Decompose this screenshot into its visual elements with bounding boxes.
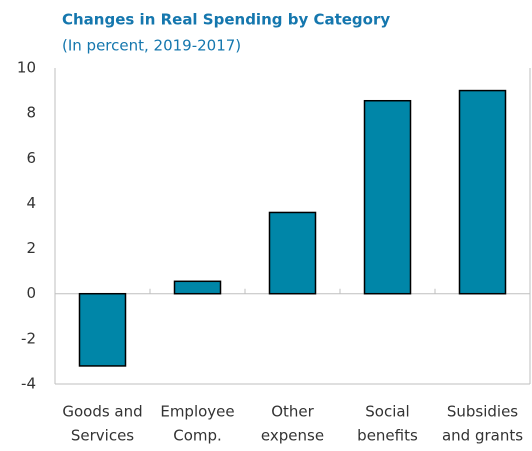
bar [173,280,222,295]
y-tick-label: 4 [26,194,36,212]
x-tick-label: expense [261,427,324,445]
x-tick-label: Employee [160,403,234,421]
y-tick-label: -4 [21,375,36,393]
bar [363,99,412,295]
x-tick-label: benefits [357,427,418,445]
y-tick-label: 2 [26,239,36,257]
x-tick-label: Goods and [62,403,142,421]
chart-title: Changes in Real Spending by Category [62,11,390,29]
x-tick-label: Services [71,427,134,445]
bar [268,211,317,295]
x-tick-label: and grants [442,427,523,445]
y-tick-label: 10 [17,59,36,77]
bar [78,292,127,367]
y-tick-label: 8 [26,104,36,122]
y-tick-label: 0 [26,284,36,302]
y-tick-label: 6 [26,149,36,167]
y-tick-label: -2 [21,329,36,347]
x-tick-label: Social [365,403,409,421]
chart-subtitle: (In percent, 2019-2017) [62,37,241,55]
x-tick-label: Comp. [173,427,222,445]
x-tick-label: Subsidies [447,403,518,421]
x-tick-label: Other [271,403,314,421]
bar [458,89,507,295]
